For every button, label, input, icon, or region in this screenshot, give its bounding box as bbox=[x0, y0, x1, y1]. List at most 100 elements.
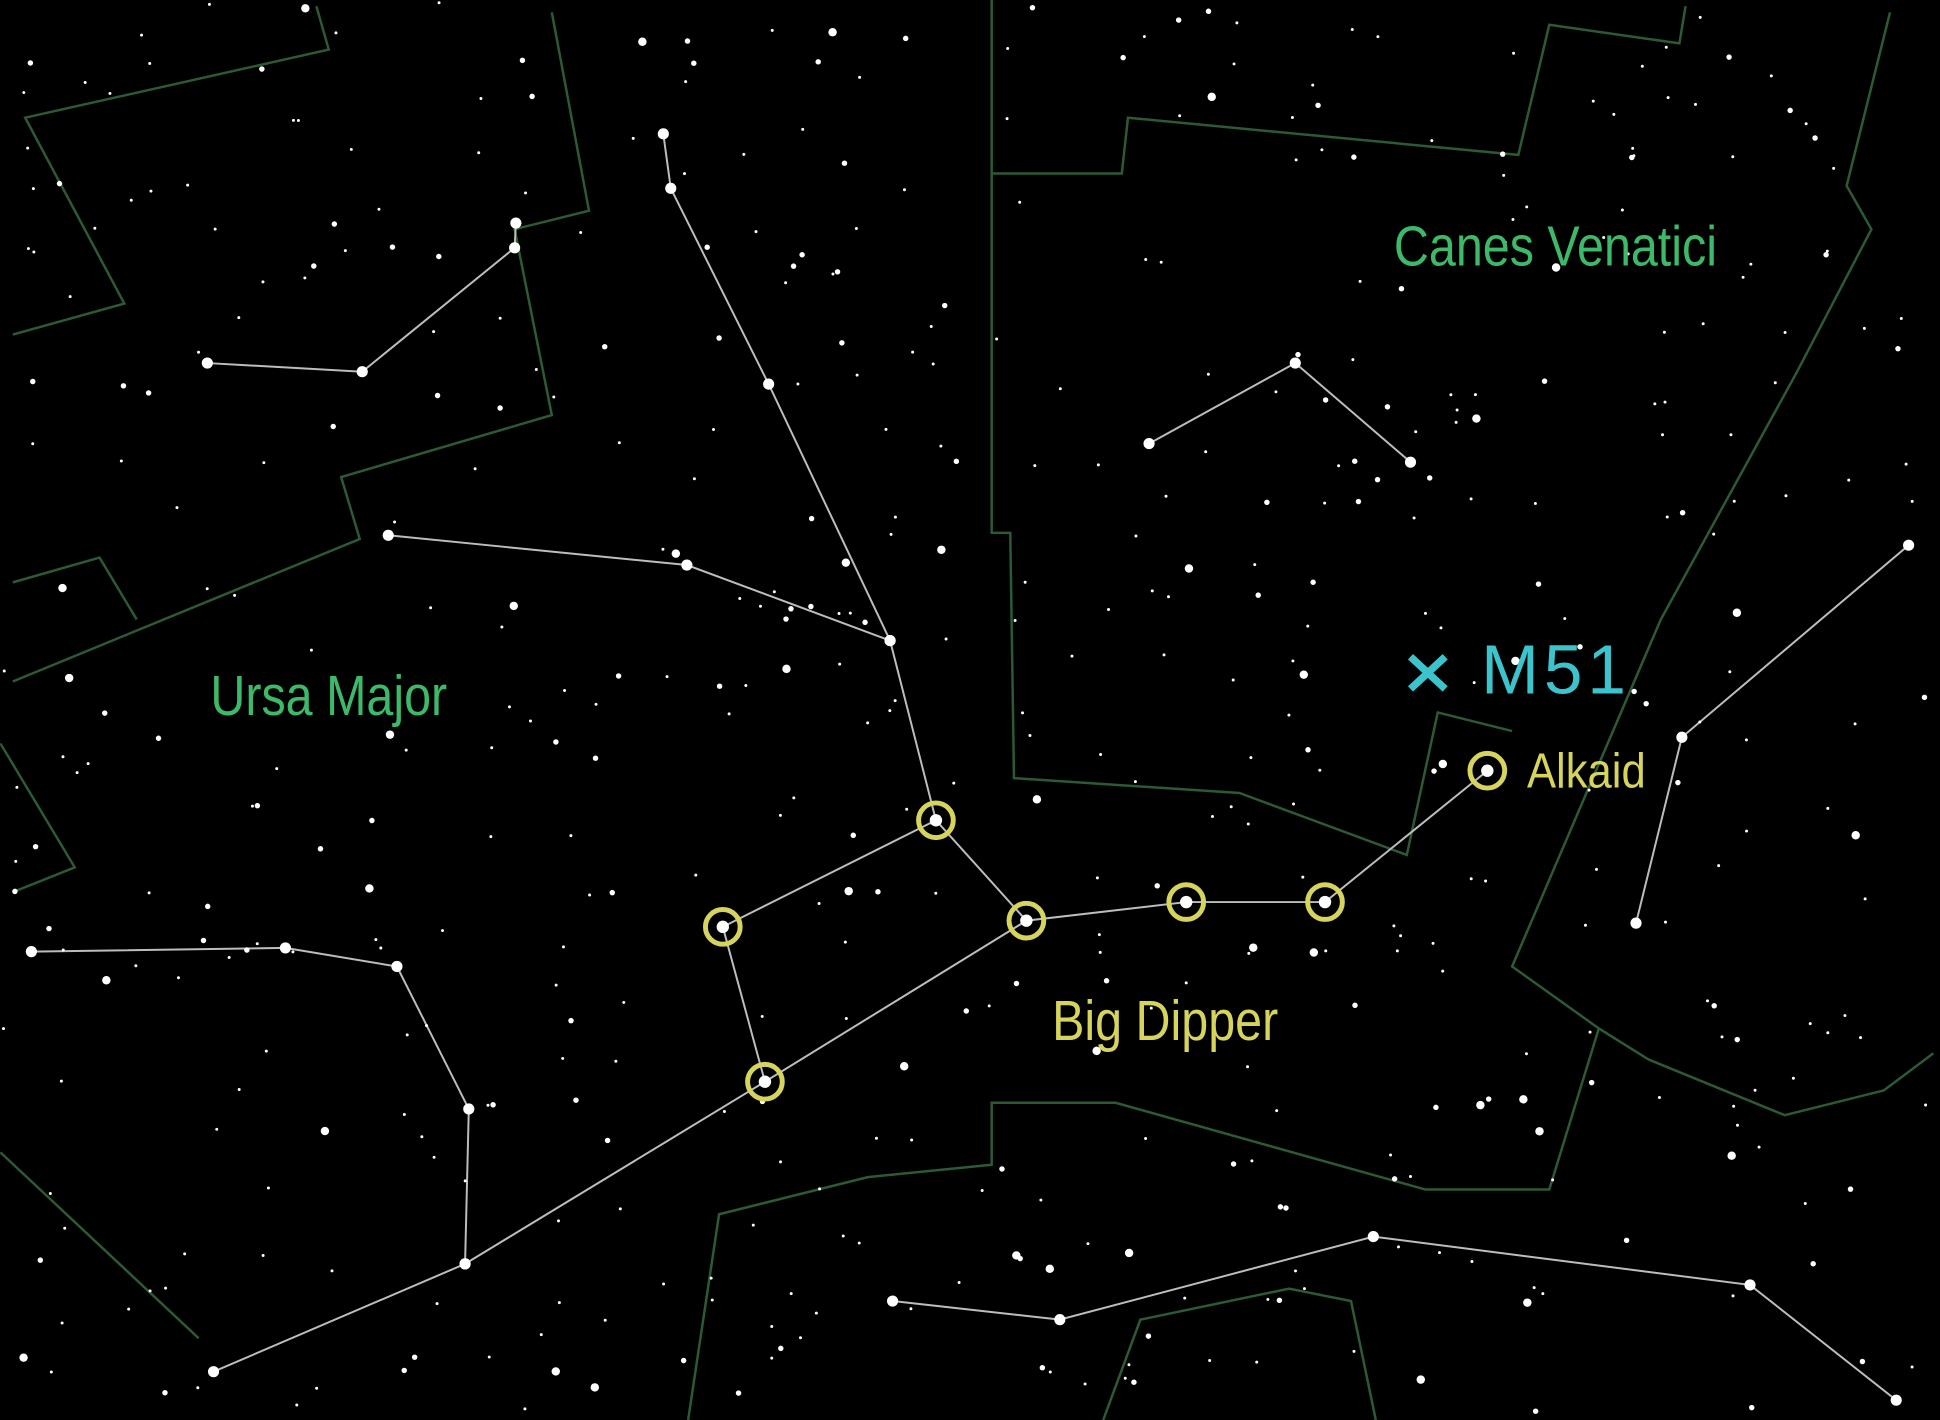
star bbox=[1392, 924, 1396, 928]
asterism-label: Big Dipper bbox=[1052, 989, 1278, 1053]
star bbox=[22, 91, 26, 95]
star bbox=[349, 147, 353, 151]
star bbox=[828, 28, 837, 37]
star bbox=[411, 1354, 418, 1360]
star bbox=[12, 888, 18, 895]
star bbox=[32, 843, 39, 850]
star bbox=[937, 545, 946, 554]
star bbox=[1773, 381, 1777, 385]
star bbox=[1732, 499, 1736, 503]
star bbox=[1732, 608, 1742, 617]
star bbox=[1154, 883, 1160, 889]
star bbox=[309, 648, 313, 652]
star bbox=[102, 976, 111, 985]
star bbox=[799, 252, 805, 258]
star bbox=[1524, 1052, 1528, 1056]
star bbox=[1277, 1204, 1284, 1210]
star bbox=[61, 755, 65, 759]
star bbox=[1899, 316, 1903, 320]
star bbox=[1438, 1251, 1441, 1255]
star bbox=[1890, 1394, 1902, 1406]
star bbox=[1472, 681, 1476, 685]
star bbox=[389, 244, 396, 250]
star bbox=[931, 362, 935, 366]
star bbox=[490, 746, 494, 750]
star bbox=[59, 1079, 63, 1083]
star bbox=[862, 619, 868, 625]
star bbox=[1473, 393, 1477, 397]
star bbox=[237, 316, 241, 320]
star bbox=[1502, 173, 1506, 177]
dipper-star bbox=[716, 920, 729, 934]
star bbox=[1350, 28, 1354, 31]
star bbox=[26, 146, 30, 150]
star bbox=[744, 683, 748, 687]
star bbox=[1661, 433, 1665, 437]
star bbox=[1145, 1333, 1152, 1339]
boundary bbox=[990, 0, 1513, 857]
star bbox=[1612, 112, 1616, 116]
star bbox=[1921, 694, 1928, 701]
star bbox=[1744, 1279, 1756, 1291]
star bbox=[952, 781, 956, 785]
star bbox=[1787, 107, 1793, 114]
boundary bbox=[1102, 1287, 1378, 1420]
star bbox=[841, 558, 851, 567]
star bbox=[534, 368, 538, 371]
star bbox=[1029, 4, 1036, 11]
star bbox=[1499, 151, 1506, 157]
star bbox=[618, 1207, 622, 1211]
star bbox=[1162, 653, 1166, 657]
star bbox=[1409, 1175, 1412, 1179]
star bbox=[838, 662, 842, 666]
star bbox=[429, 606, 433, 610]
star-label: Alkaid bbox=[1527, 743, 1646, 798]
star bbox=[204, 903, 211, 910]
star bbox=[1320, 148, 1324, 152]
star bbox=[1123, 1376, 1127, 1380]
star bbox=[523, 1407, 527, 1411]
star bbox=[140, 33, 144, 37]
star bbox=[692, 477, 696, 481]
star bbox=[799, 1336, 802, 1340]
star bbox=[684, 38, 691, 44]
star bbox=[899, 1062, 909, 1071]
star bbox=[374, 938, 378, 942]
star bbox=[1698, 720, 1702, 724]
star bbox=[557, 1301, 561, 1305]
star bbox=[1290, 115, 1294, 119]
star bbox=[1039, 1198, 1043, 1202]
star bbox=[1727, 1151, 1736, 1160]
star bbox=[1318, 768, 1322, 772]
star bbox=[1664, 45, 1668, 49]
star bbox=[1134, 534, 1138, 538]
star bbox=[233, 593, 237, 597]
star bbox=[497, 405, 503, 411]
star bbox=[145, 390, 152, 396]
star bbox=[1433, 1104, 1439, 1111]
star bbox=[356, 366, 368, 378]
star bbox=[56, 180, 63, 187]
dipper-star bbox=[758, 1075, 772, 1088]
star bbox=[716, 335, 722, 341]
star bbox=[244, 947, 250, 953]
star bbox=[1563, 617, 1567, 621]
star bbox=[343, 249, 347, 253]
star bbox=[1745, 829, 1749, 833]
star bbox=[1274, 390, 1278, 394]
star bbox=[1414, 430, 1418, 434]
star bbox=[1791, 1076, 1795, 1080]
star bbox=[1662, 330, 1666, 334]
star bbox=[1588, 1030, 1592, 1034]
star bbox=[1092, 1046, 1101, 1056]
star bbox=[1184, 564, 1194, 573]
star bbox=[1783, 330, 1787, 334]
star bbox=[1391, 1176, 1398, 1182]
star bbox=[944, 637, 948, 641]
star bbox=[1812, 135, 1818, 141]
star bbox=[1666, 96, 1670, 100]
star bbox=[1631, 146, 1635, 150]
star bbox=[1389, 1153, 1393, 1157]
star bbox=[834, 269, 841, 275]
